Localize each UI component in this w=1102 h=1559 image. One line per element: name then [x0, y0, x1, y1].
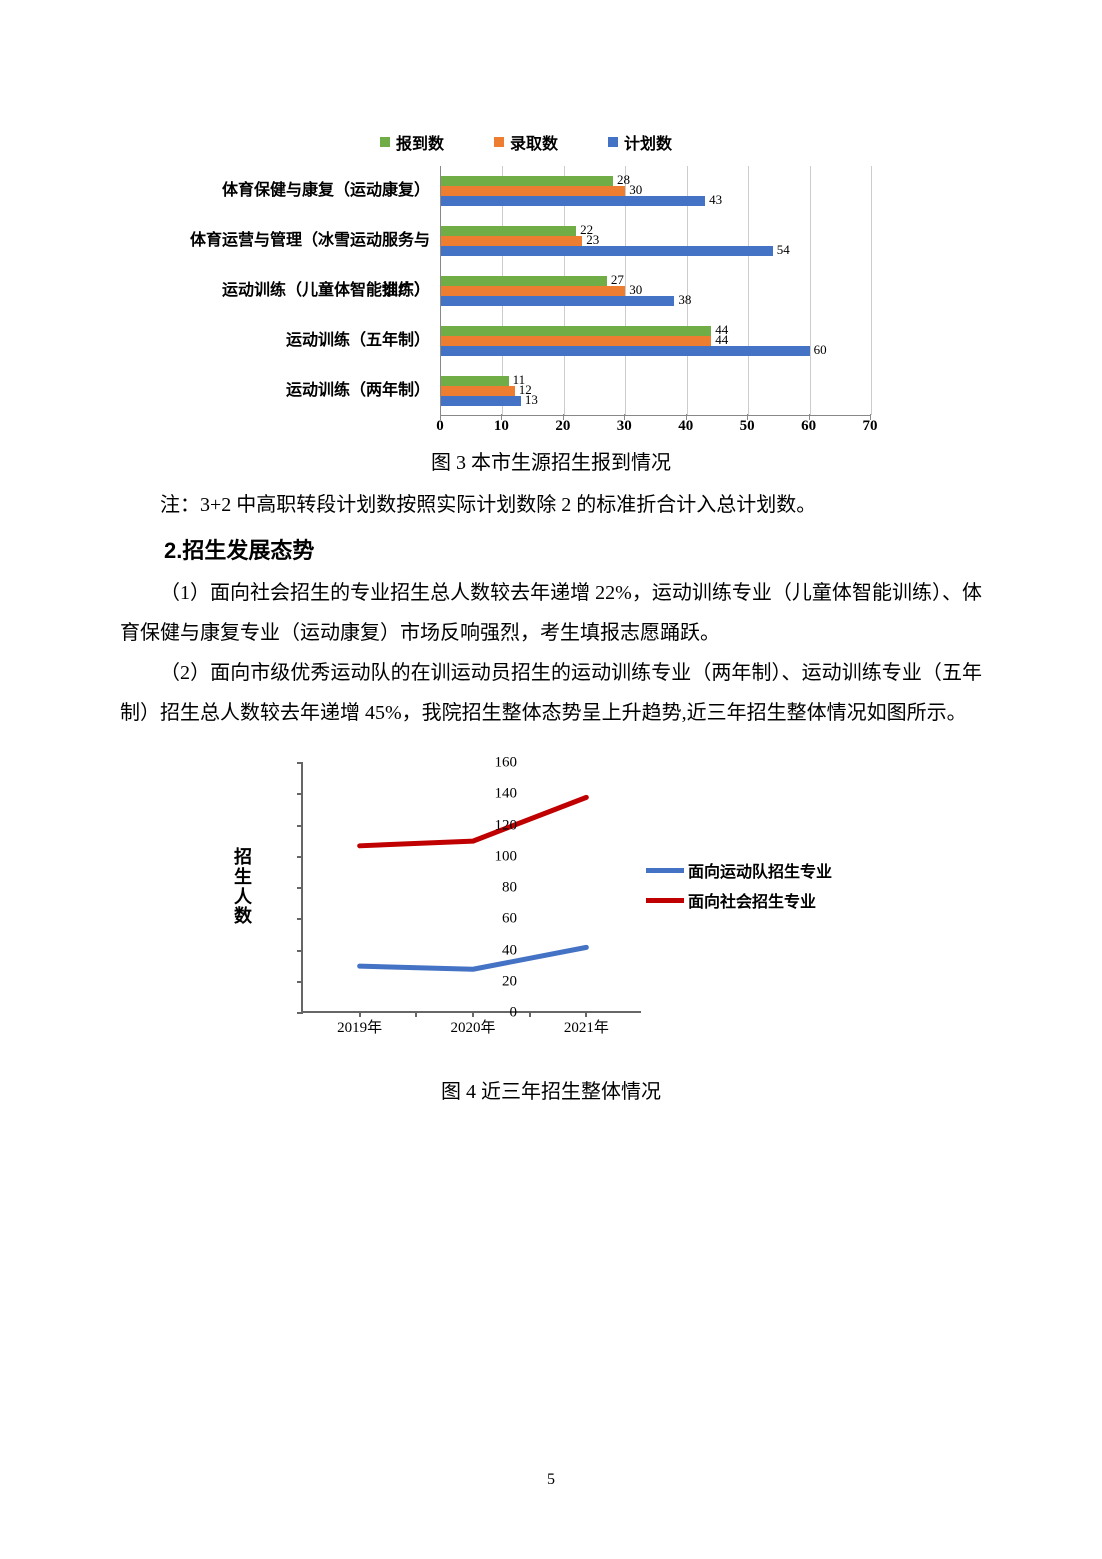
bar: [441, 336, 711, 346]
bar-value-label: 60: [814, 345, 827, 355]
bar-value-label: 28: [617, 175, 630, 185]
bar: [441, 386, 515, 396]
x-tick: 20: [555, 418, 570, 435]
chart4-plot: 2019年2020年2021年: [301, 763, 641, 1013]
bar: [441, 176, 613, 186]
legend-swatch: [494, 137, 504, 147]
bar-value-label: 30: [629, 185, 642, 195]
bar-value-label: 30: [629, 285, 642, 295]
bar-value-label: 54: [777, 245, 790, 255]
y-tick: 80: [487, 880, 517, 897]
y-tick: 160: [487, 755, 517, 772]
legend-label: 录取数: [510, 130, 558, 154]
bar: [441, 246, 773, 256]
chart4: 招生人数 2019年2020年2021年 面向运动队招生专业 面向社会招生专业 …: [120, 753, 982, 1063]
bar-value-label: 38: [678, 295, 691, 305]
x-tick: 2019年: [337, 1016, 382, 1037]
chart3-x-ticks: 010203040506070: [440, 418, 880, 438]
bar: [441, 186, 625, 196]
chart3-y-labels: 体育保健与康复（运动康复） 体育运营与管理（冰雪运动服务与推广） 运动训练（儿童…: [180, 166, 440, 416]
y-tick: 0: [487, 1005, 517, 1022]
line-series: [360, 947, 587, 969]
chart3: 报到数 录取数 计划数 体育保健与康复（运动康复） 体育运营与管理（冰雪运动服务…: [180, 130, 982, 416]
y-tick: 140: [487, 786, 517, 803]
y-label: 体育运营与管理（冰雪运动服务与推广）: [180, 216, 430, 266]
y-tick: 100: [487, 848, 517, 865]
legend-swatch: [646, 898, 684, 903]
bar: [441, 376, 509, 386]
y-label: 运动训练（五年制）: [180, 316, 430, 366]
legend-swatch: [646, 868, 684, 873]
x-tick: 40: [678, 418, 693, 435]
legend-swatch: [380, 137, 390, 147]
legend-label: 计划数: [624, 130, 672, 154]
bar-value-label: 44: [715, 335, 728, 345]
chart4-ylabel: 招生人数: [233, 848, 253, 927]
legend-swatch: [608, 137, 618, 147]
y-tick: 120: [487, 817, 517, 834]
bar: [441, 296, 674, 306]
legend-item: 录取数: [494, 130, 558, 154]
chart4-caption: 图 4 近三年招生整体情况: [120, 1075, 982, 1104]
y-tick: 40: [487, 942, 517, 959]
x-tick: 10: [494, 418, 509, 435]
bar-value-label: 27: [611, 275, 624, 285]
x-tick: 0: [436, 418, 444, 435]
bar: [441, 326, 711, 336]
bar: [441, 346, 810, 356]
para-1: （1）面向社会招生的专业招生总人数较去年递增 22%，运动训练专业（儿童体智能训…: [120, 573, 982, 653]
chart3-legend: 报到数 录取数 计划数: [380, 130, 982, 154]
y-label: 运动训练（儿童体智能训练）: [180, 266, 430, 316]
legend-label: 报到数: [396, 130, 444, 154]
bar: [441, 196, 705, 206]
legend-label: 面向运动队招生专业: [688, 858, 832, 882]
y-tick: 20: [487, 973, 517, 990]
chart3-plot: 283043222354273038444460111213: [440, 166, 870, 416]
chart4-legend: 面向运动队招生专业 面向社会招生专业: [646, 858, 832, 918]
chart3-caption: 图 3 本市生源招生报到情况: [120, 446, 982, 475]
x-tick: 50: [740, 418, 755, 435]
x-tick: 60: [801, 418, 816, 435]
x-tick: 2021年: [564, 1016, 609, 1037]
line-series: [360, 797, 587, 845]
para-2: （2）面向市级优秀运动队的在训运动员招生的运动训练专业（两年制）、运动训练专业（…: [120, 653, 982, 733]
bar: [441, 396, 521, 406]
bar-value-label: 23: [586, 235, 599, 245]
page-number: 5: [0, 1471, 1102, 1489]
legend-label: 面向社会招生专业: [688, 888, 816, 912]
x-tick: 30: [617, 418, 632, 435]
legend-item: 报到数: [380, 130, 444, 154]
bar-value-label: 43: [709, 195, 722, 205]
bar-value-label: 13: [525, 395, 538, 405]
y-label: 体育保健与康复（运动康复）: [180, 166, 430, 216]
bar: [441, 236, 582, 246]
bar: [441, 286, 625, 296]
legend-item: 计划数: [608, 130, 672, 154]
section-heading: 2.招生发展态势: [120, 533, 982, 565]
bar: [441, 276, 607, 286]
y-label: 运动训练（两年制）: [180, 366, 430, 416]
y-tick: 60: [487, 911, 517, 928]
chart4-svg: [303, 763, 643, 1013]
chart3-note: 注：3+2 中高职转段计划数按照实际计划数除 2 的标准折合计入总计划数。: [120, 485, 982, 525]
bar: [441, 226, 576, 236]
legend-item: 面向社会招生专业: [646, 888, 832, 912]
chart3-plot-wrap: 体育保健与康复（运动康复） 体育运营与管理（冰雪运动服务与推广） 运动训练（儿童…: [180, 166, 982, 416]
legend-item: 面向运动队招生专业: [646, 858, 832, 882]
x-tick: 70: [863, 418, 878, 435]
